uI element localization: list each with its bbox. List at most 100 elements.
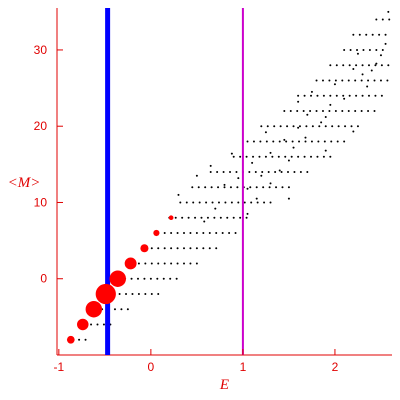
data-point <box>289 109 292 112</box>
data-point <box>210 186 213 189</box>
data-point <box>170 247 173 250</box>
data-point <box>183 231 186 234</box>
data-point <box>113 308 116 311</box>
data-point <box>343 48 346 51</box>
data-point <box>174 216 177 219</box>
data-point <box>330 140 333 143</box>
data-point <box>275 186 278 189</box>
data-point <box>202 247 205 250</box>
data-point <box>306 170 309 173</box>
data-point <box>246 212 249 215</box>
data-point <box>352 68 355 71</box>
data-point <box>324 149 327 152</box>
data-point <box>232 155 235 158</box>
data-point <box>236 186 239 189</box>
data-point <box>150 292 153 295</box>
data-point <box>367 64 370 67</box>
data-point <box>90 323 93 326</box>
data-point <box>215 231 218 234</box>
data-point <box>365 33 368 36</box>
data-point <box>348 64 351 67</box>
data-point <box>367 109 370 112</box>
data-point <box>287 197 290 200</box>
data-point <box>387 64 390 67</box>
data-point <box>321 109 324 112</box>
data-point <box>256 201 259 204</box>
data-point <box>321 79 324 82</box>
data-point <box>203 220 206 223</box>
data-point <box>374 94 377 97</box>
data-point <box>279 125 282 128</box>
data-point <box>373 79 376 82</box>
data-point <box>354 109 357 112</box>
data-point <box>130 277 133 280</box>
data-point <box>334 79 337 82</box>
data-point <box>283 109 286 112</box>
data-point <box>248 170 251 173</box>
plot-area <box>56 8 392 356</box>
data-point <box>252 155 255 158</box>
data-point <box>156 277 159 280</box>
data-point <box>380 64 383 67</box>
data-point <box>192 201 195 204</box>
data-point <box>379 79 382 82</box>
data-point <box>214 207 217 210</box>
data-point <box>216 170 219 173</box>
data-point <box>260 174 263 177</box>
data-point <box>211 201 214 204</box>
data-point <box>291 140 294 143</box>
data-point <box>118 292 121 295</box>
data-point <box>381 48 384 51</box>
data-point <box>209 170 212 173</box>
data-point <box>267 170 270 173</box>
data-point <box>371 33 374 36</box>
highlight-point <box>124 257 137 270</box>
data-point <box>296 109 299 112</box>
data-point <box>329 155 332 158</box>
data-point <box>285 140 288 143</box>
data-point <box>303 94 306 97</box>
data-point <box>175 277 178 280</box>
data-point <box>269 151 272 154</box>
data-point <box>281 186 284 189</box>
data-point <box>126 308 129 311</box>
data-point <box>268 186 271 189</box>
data-point <box>254 170 257 173</box>
data-point <box>246 140 249 143</box>
data-point <box>329 94 332 97</box>
data-point <box>356 125 359 128</box>
data-point <box>208 247 211 250</box>
data-point <box>374 64 377 67</box>
data-point <box>243 201 246 204</box>
data-point <box>366 85 369 88</box>
data-point <box>328 109 331 112</box>
data-point <box>125 292 128 295</box>
data-point <box>246 187 249 190</box>
data-point <box>375 48 378 51</box>
data-point <box>316 94 319 97</box>
data-point <box>204 186 207 189</box>
data-point <box>200 216 203 219</box>
data-point <box>355 94 358 97</box>
data-point <box>205 201 208 204</box>
data-point <box>223 183 226 186</box>
data-point <box>334 109 337 112</box>
data-point <box>358 33 361 36</box>
data-point <box>264 131 267 134</box>
data-point <box>179 201 182 204</box>
data-point <box>384 33 387 36</box>
data-point <box>355 64 358 67</box>
data-point <box>316 155 319 158</box>
data-point <box>137 262 140 265</box>
data-point <box>322 94 325 97</box>
data-point <box>283 138 286 141</box>
data-point <box>378 33 381 36</box>
data-point <box>379 54 382 57</box>
y-tick-label: 0 <box>40 272 47 286</box>
data-point <box>206 216 209 219</box>
data-point <box>157 292 160 295</box>
data-point <box>347 109 350 112</box>
data-point <box>229 170 232 173</box>
data-point <box>176 247 179 250</box>
data-point <box>343 97 346 100</box>
